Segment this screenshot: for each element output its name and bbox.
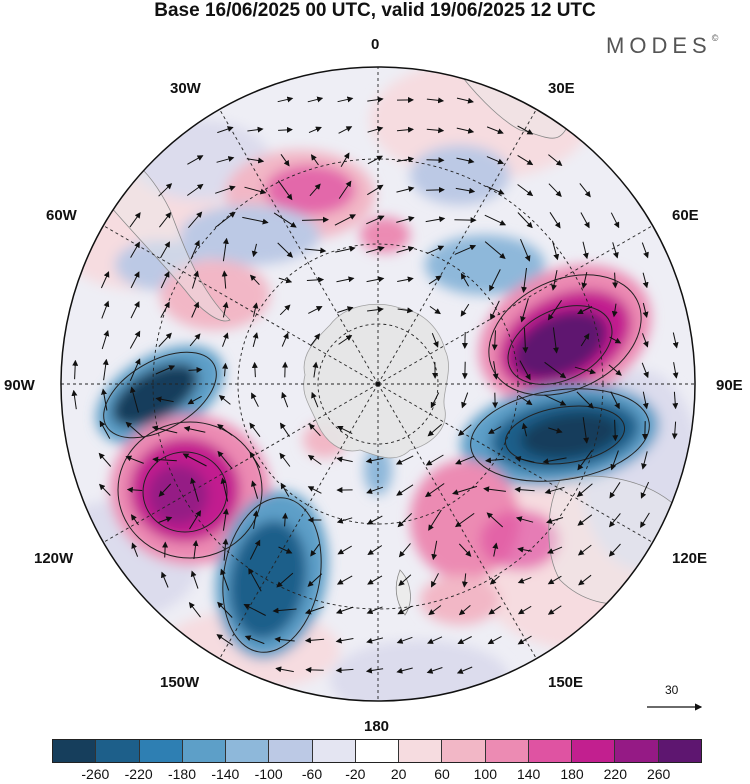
colorbar-swatch — [442, 740, 485, 762]
lon-label-90w: 90W — [4, 377, 35, 394]
lon-label-30e: 30E — [548, 80, 575, 97]
lon-label-150w: 150W — [160, 674, 199, 691]
brand-mark: © — [712, 33, 719, 43]
map-title: Base 16/06/2025 00 UTC, valid 19/06/2025… — [0, 0, 750, 22]
reference-vector-arrow — [645, 682, 705, 712]
colorbar — [52, 739, 702, 763]
lon-label-180: 180 — [364, 718, 389, 735]
colorbar-tick-label: 180 — [560, 766, 583, 782]
colorbar-tick-label: 20 — [391, 766, 407, 782]
colorbar-tick-label: 60 — [434, 766, 450, 782]
south-pole-marker — [376, 382, 381, 387]
colorbar-swatch — [53, 740, 96, 762]
colorbar-tick-label: -100 — [255, 766, 283, 782]
lon-label-60w: 60W — [46, 207, 77, 224]
colorbar-swatch — [356, 740, 399, 762]
lon-label-120e: 120E — [672, 550, 707, 567]
lon-label-30w: 30W — [170, 80, 201, 97]
colorbar-tick-label: 220 — [604, 766, 627, 782]
lon-label-90e: 90E — [716, 377, 743, 394]
colorbar-swatch — [486, 740, 529, 762]
wind-vector — [165, 543, 166, 558]
colorbar-tick-label: -220 — [125, 766, 153, 782]
colorbar-swatch — [269, 740, 312, 762]
colorbar-swatch — [529, 740, 572, 762]
colorbar-swatch — [96, 740, 139, 762]
colorbar-tick-label: 260 — [647, 766, 670, 782]
wind-vector — [426, 190, 444, 191]
colorbar-tick-label: -20 — [345, 766, 365, 782]
colorbar-tick-label: 100 — [474, 766, 497, 782]
colorbar-swatch — [615, 740, 658, 762]
colorbar-swatch — [140, 740, 183, 762]
colorbar-swatch — [572, 740, 615, 762]
brand-name: MODES — [606, 33, 712, 58]
colorbar-labels: -260 -220 -180 -140 -100 -60 -20 20 60 100 140 180 2… — [0, 766, 750, 784]
lon-label-60e: 60E — [672, 207, 699, 224]
anomaly-field — [40, 45, 700, 720]
colorbar-tick-label: -60 — [302, 766, 322, 782]
colorbar-tick-label: 140 — [517, 766, 540, 782]
wind-vector — [306, 670, 323, 671]
wind-vector — [427, 160, 444, 161]
colorbar-swatch — [183, 740, 226, 762]
brand-logo: MODES© — [606, 33, 718, 59]
colorbar-swatch — [659, 740, 701, 762]
polar-map — [0, 0, 750, 735]
colorbar-swatch — [399, 740, 442, 762]
colorbar-tick-label: -260 — [81, 766, 109, 782]
lon-label-0: 0 — [371, 36, 379, 53]
colorbar-swatch — [226, 740, 269, 762]
lon-label-150e: 150E — [548, 674, 583, 691]
colorbar-tick-label: -140 — [211, 766, 239, 782]
lon-label-120w: 120W — [34, 550, 73, 567]
colorbar-swatch — [313, 740, 356, 762]
colorbar-tick-label: -180 — [168, 766, 196, 782]
